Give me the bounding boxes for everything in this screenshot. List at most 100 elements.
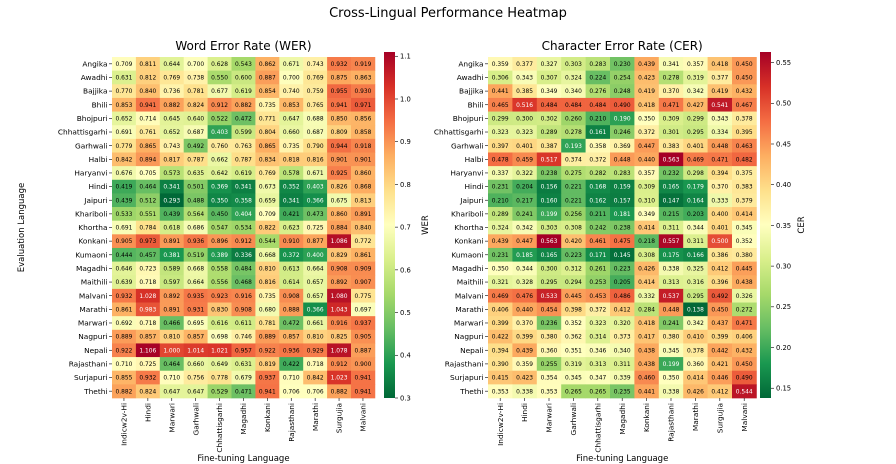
wer-cell-value: 0.468 [235, 280, 252, 286]
wer-cell-value: 0.824 [139, 389, 156, 395]
wer-cell [183, 288, 208, 303]
wer-cell-value: 0.856 [355, 116, 372, 122]
cer-y-tick-label: Bhili [468, 100, 484, 109]
cer-x-tick-label: Garhwali [569, 403, 578, 436]
wer-y-tick-label: Thethi [83, 387, 107, 396]
cer-cell-value: 0.383 [736, 185, 753, 191]
cer-cell [585, 84, 611, 99]
cer-cell-value: 0.345 [565, 376, 582, 382]
cer-cell [536, 193, 562, 208]
cer-y-tick-label: Awadhi [457, 73, 484, 82]
wer-cell-value: 0.647 [163, 389, 180, 395]
wer-cell [112, 316, 137, 331]
cer-cell [658, 125, 684, 140]
cer-cell [610, 166, 635, 181]
cer-cell [683, 70, 708, 85]
cer-cell [610, 138, 635, 153]
cer-cell [488, 275, 513, 290]
wer-cell [112, 343, 137, 358]
cer-cell [536, 384, 562, 399]
wer-heatmap-panel: Word Error Rate (WER)0.709 0.811 0.644 0.70… [17, 39, 431, 464]
cer-cell [561, 57, 586, 71]
wer-cell-value: 0.551 [139, 212, 156, 218]
wer-cell [279, 384, 304, 399]
wer-cell [231, 234, 256, 249]
wer-cell-value: 0.882 [331, 389, 348, 395]
cer-cell-value: 0.164 [687, 198, 704, 204]
wer-cell-value: 0.779 [116, 144, 133, 150]
cer-cell-value: 0.223 [614, 267, 631, 273]
wer-cell [231, 166, 256, 181]
wer-cell [207, 357, 232, 372]
wer-cell-value: 1.043 [331, 307, 348, 313]
cer-cell [683, 97, 708, 112]
wer-cell [159, 220, 185, 235]
cer-cell-value: 0.320 [614, 321, 631, 327]
wer-cell [279, 261, 304, 276]
cer-cell [512, 261, 538, 276]
wer-cell [255, 70, 280, 85]
cer-cell-value: 0.420 [565, 239, 582, 245]
cer-cell-value: 0.426 [638, 267, 655, 273]
cer-cell [634, 370, 660, 385]
cer-cell [683, 261, 708, 276]
wer-cell-value: 0.660 [187, 362, 204, 368]
cer-cell-value: 0.417 [638, 335, 655, 341]
cer-cell [707, 220, 733, 235]
wer-cell [183, 329, 208, 344]
cer-cell-value: 0.418 [638, 321, 655, 327]
wer-cell-value: 0.784 [139, 226, 156, 232]
cer-cell-value: 0.383 [663, 144, 680, 150]
wer-cell-value: 0.857 [283, 335, 300, 341]
cer-y-tick-label: Marwari [454, 319, 484, 328]
wer-cell-value: 0.421 [283, 212, 300, 218]
wer-cell [255, 302, 280, 317]
wer-y-tick-label: Bhojpuri [77, 114, 108, 123]
cer-cell-value: 0.358 [589, 144, 606, 150]
wer-y-tick-label: Malvani [79, 291, 108, 300]
cer-cell-value: 0.289 [541, 130, 558, 136]
cer-cell [512, 370, 538, 385]
cer-cell [707, 193, 733, 208]
wer-cell-value: 0.901 [331, 157, 348, 163]
wer-cell [351, 179, 376, 194]
wer-cell [279, 329, 304, 344]
wer-colorbar-tick-label: 1.1 [400, 53, 411, 61]
wer-cell-value: 0.765 [307, 103, 324, 109]
wer-colorbar-tick-label: 1.0 [400, 95, 411, 103]
wer-cell-value: 0.763 [235, 144, 252, 150]
wer-y-tick-label: Nagpuri [78, 332, 107, 341]
cer-cell-value: 0.544 [736, 389, 753, 395]
cer-cell-value: 0.299 [492, 116, 509, 122]
wer-cell [159, 57, 185, 71]
cer-cell [561, 384, 586, 399]
cer-cell [536, 111, 562, 126]
cer-cell [561, 70, 586, 85]
cer-cell [488, 384, 513, 399]
wer-cell [255, 138, 280, 153]
wer-x-tick-label: Marathi [311, 403, 320, 431]
cer-cell-value: 0.145 [614, 253, 631, 259]
cer-x-tick-label: Konkani [642, 403, 651, 432]
wer-cell-value: 0.901 [355, 157, 372, 163]
wer-cell [159, 343, 185, 358]
cer-cell-value: 0.423 [638, 76, 655, 82]
wer-cell-value: 0.718 [307, 362, 324, 368]
wer-cell [112, 179, 137, 194]
wer-cell [183, 207, 208, 222]
wer-y-tick-label: Khortha [78, 223, 107, 232]
cer-cell [683, 357, 708, 372]
wer-cell-value: 0.882 [163, 103, 180, 109]
cer-cell [610, 384, 635, 399]
wer-cell [351, 125, 376, 140]
cer-cell-value: 0.350 [638, 116, 655, 122]
cer-cell [732, 234, 757, 249]
wer-cell [327, 302, 352, 317]
wer-cell-value: 0.761 [139, 130, 156, 136]
cer-cell [732, 152, 757, 167]
wer-cell-value: 0.781 [259, 321, 276, 327]
cer-cell [512, 288, 538, 303]
wer-cell [135, 152, 161, 167]
wer-cell [183, 152, 208, 167]
wer-y-tick-label: Marathi [79, 305, 107, 314]
